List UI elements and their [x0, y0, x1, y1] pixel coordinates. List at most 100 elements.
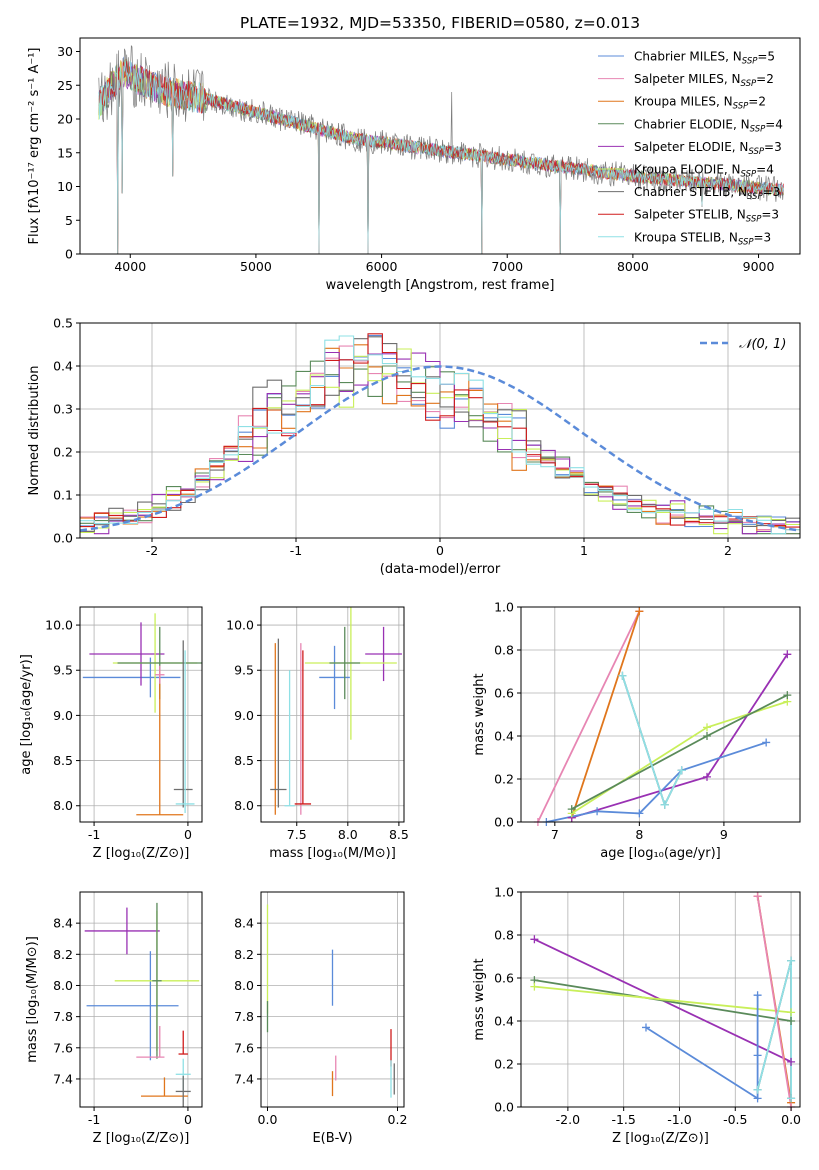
x-tick-label: 9000	[743, 259, 775, 274]
y-tick-label: 8.5	[234, 753, 254, 768]
y-tick-label: 0.8	[494, 928, 514, 943]
weight-marker	[787, 1057, 796, 1066]
y-tick-label: 9.0	[53, 708, 73, 723]
weight-marker	[753, 892, 762, 901]
x-axis-label: age [log₁₀(age/yr)]	[600, 846, 721, 861]
legend-subscript: SSP	[750, 124, 766, 134]
panel-age_vs_mass: 7.5 8.0 8.5 8.0 8.5 9.0 9.5 10.0 mass [log₁₀(M/M…	[226, 606, 409, 861]
y-tick-label: 0.0	[494, 815, 514, 830]
legend-label: 𝒩(0, 1)	[739, 337, 786, 352]
y-tick-label: 0.2	[53, 445, 73, 460]
weight-marker	[530, 982, 539, 991]
legend-label: Salpeter MILES, NSSP=2	[634, 72, 774, 89]
x-tick-label: 0.0	[781, 1112, 801, 1127]
plots-layer: 4000 5000 6000 7000 8000 9000051015202530wave…	[19, 37, 801, 1147]
y-tick-label: 8.0	[53, 978, 73, 993]
weight-marker	[783, 650, 792, 659]
legend-subscript: SSP	[733, 102, 749, 112]
legend-subscript: SSP	[742, 57, 758, 67]
x-tick-label: 0.2	[388, 1112, 408, 1127]
legend-subscript: SSP	[748, 147, 764, 157]
weight-marker	[787, 956, 796, 965]
x-tick-label: 7000	[491, 259, 523, 274]
y-tick-label: 8.4	[234, 916, 254, 931]
legend-subscript: SSP	[741, 79, 757, 89]
weight-marker	[677, 766, 686, 775]
x-tick-label: 8000	[617, 259, 649, 274]
y-tick-label: 5	[65, 213, 73, 228]
plot-area-residuals	[80, 323, 800, 538]
x-tick-label: 8.0	[338, 827, 358, 842]
y-tick-label: 0.0	[53, 531, 73, 546]
y-axis-label: mass [log₁₀(M/M⊙)]	[25, 936, 40, 1063]
x-tick-label: -1.5	[611, 1112, 635, 1127]
axes-frame	[79, 891, 203, 1108]
y-tick-label: 7.6	[234, 1040, 254, 1055]
weight-marker	[641, 1023, 650, 1032]
y-tick-label: 7.4	[234, 1071, 254, 1086]
x-tick-label: -1.0	[667, 1112, 691, 1127]
y-tick-label: 0.8	[494, 643, 514, 658]
legend-label: Chabrier STELIB, NSSP=3	[634, 185, 780, 202]
legend-subscript: SSP	[747, 192, 763, 202]
y-tick-label: 7.6	[53, 1040, 73, 1055]
panel-weight_vs_Z: -2.0 -1.5 -1.0 -0.5 0.0 0.0 0.2 0.4 0.6 0.8 1.0 Z […	[472, 885, 801, 1147]
x-axis-label: E(B-V)	[312, 1131, 352, 1146]
weight-marker	[787, 1008, 796, 1017]
weight-line	[546, 741, 767, 822]
histogram-step	[80, 336, 800, 532]
y-axis-label: Flux [fλ10⁻¹⁷ erg cm⁻² s⁻¹ A⁻¹]	[27, 48, 42, 245]
panel-age_vs_Z: -1 0 8.0 8.5 9.0 9.5 10.0 Z [log₁₀(Z/Z⊙)] age [l…	[19, 606, 203, 861]
legend-label: Salpeter STELIB, NSSP=3	[634, 208, 779, 225]
y-tick-label: 0.1	[53, 488, 73, 503]
legend-name: Salpeter ELODIE, N	[634, 140, 748, 154]
legend-label: Kroupa ELODIE, NSSP=4	[634, 163, 774, 180]
y-tick-label: 0.3	[53, 402, 73, 417]
axes-frame	[260, 891, 405, 1108]
weight-marker	[703, 723, 711, 732]
legend-name: Kroupa MILES, N	[634, 95, 733, 109]
y-tick-label: 0.6	[494, 971, 514, 986]
y-tick-label: 0.0	[494, 1100, 514, 1115]
legend-name: Kroupa ELODIE, N	[634, 163, 741, 177]
plot-area-age_vs_Z	[80, 607, 202, 822]
legend-name: Chabrier ELODIE, N	[634, 117, 750, 131]
y-tick-label: 10	[57, 179, 73, 194]
panel-mass_vs_Z: -1 0 7.4 7.6 7.8 8.0 8.2 8.4 Z [log₁₀(Z/Z⊙)] mass…	[25, 891, 203, 1146]
x-tick-label: 7	[551, 827, 559, 842]
weight-line	[534, 979, 792, 1022]
y-tick-label: 9.0	[234, 708, 254, 723]
y-tick-label: 0.4	[494, 1014, 514, 1029]
y-axis-label: mass weight	[472, 673, 487, 755]
weight-marker	[660, 800, 669, 809]
y-tick-label: 1.0	[494, 885, 514, 900]
x-tick-label: 8	[635, 827, 643, 842]
weight-marker	[783, 691, 792, 700]
y-tick-label: 25	[57, 78, 73, 93]
weight-line	[570, 611, 641, 818]
x-tick-label: 1	[580, 543, 588, 558]
legend-name: Salpeter STELIB, N	[634, 208, 746, 222]
axes-frame	[520, 606, 801, 823]
weight-marker	[753, 1051, 762, 1060]
y-tick-label: 10.0	[45, 618, 73, 633]
x-tick-label: 0	[184, 1112, 192, 1127]
weight-line	[645, 995, 759, 1101]
legend-count: =4	[765, 117, 783, 131]
weight-line	[621, 675, 683, 808]
weight-marker	[635, 607, 644, 616]
y-tick-label: 7.8	[234, 1009, 254, 1024]
x-tick-label: -1	[290, 543, 302, 558]
y-axis-label: Normed distribution	[27, 366, 42, 496]
plot-area-weight_vs_age	[521, 607, 800, 822]
x-axis-label: Z [log₁₀(Z/Z⊙)]	[93, 1131, 190, 1146]
y-tick-label: 0.5	[53, 316, 73, 331]
y-tick-label: 8.0	[234, 798, 254, 813]
x-tick-label: -0.5	[723, 1112, 747, 1127]
y-tick-label: 20	[57, 112, 73, 127]
legend-name: Chabrier MILES, N	[634, 50, 742, 64]
x-tick-label: -1	[88, 1112, 100, 1127]
legend-name: Kroupa STELIB, N	[634, 230, 738, 244]
plot-area-mass_vs_EBV	[261, 892, 404, 1107]
weight-line	[537, 610, 641, 822]
